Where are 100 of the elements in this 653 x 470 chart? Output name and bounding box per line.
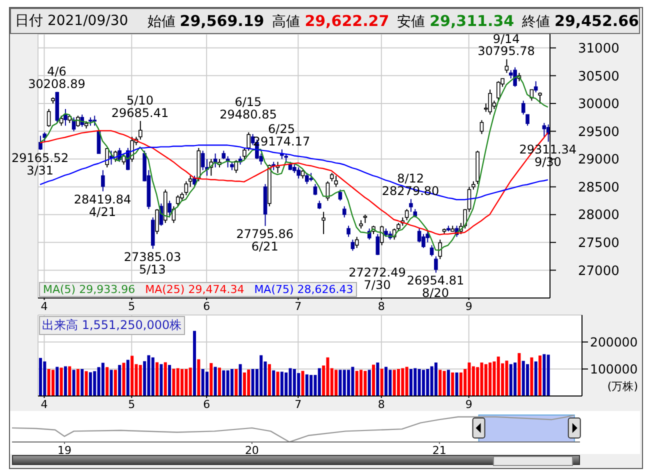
candlestick	[188, 175, 192, 188]
candlestick	[64, 108, 68, 126]
bar	[342, 370, 346, 396]
bar	[355, 370, 358, 396]
bar	[97, 367, 100, 396]
bar	[484, 364, 488, 396]
bar	[514, 362, 517, 396]
annotation: 9/14 30795.78	[478, 32, 535, 58]
bar	[101, 362, 104, 396]
bar	[542, 354, 546, 396]
candlestick	[168, 200, 172, 218]
bar	[93, 371, 96, 396]
candlestick	[350, 239, 355, 252]
bar	[47, 369, 50, 396]
bar	[488, 362, 492, 396]
bar	[164, 362, 167, 396]
bar	[218, 368, 221, 396]
bar	[84, 371, 88, 396]
candlestick	[488, 89, 492, 116]
candlestick	[305, 172, 309, 185]
candlestick	[296, 166, 300, 180]
candlestick	[480, 120, 484, 135]
bar	[122, 362, 126, 396]
bar	[351, 366, 354, 396]
annotation: 5/10 29685.41	[111, 93, 169, 120]
y-tick-label: 200000	[590, 334, 638, 350]
candlestick	[38, 135, 42, 150]
bar	[446, 370, 450, 396]
bar	[238, 364, 242, 396]
bar	[126, 360, 130, 396]
candlestick	[504, 58, 509, 74]
bar	[88, 372, 92, 396]
bar	[297, 373, 300, 396]
annotation: 27385.03 5/13	[124, 250, 182, 276]
bar	[156, 362, 159, 396]
bar	[334, 370, 338, 396]
bar	[505, 360, 508, 396]
bar	[401, 368, 404, 396]
bar	[168, 364, 172, 396]
bar	[409, 369, 412, 396]
bar	[39, 358, 42, 396]
candlestick	[376, 234, 380, 256]
bar	[210, 363, 213, 396]
bar	[280, 372, 284, 396]
candlestick	[176, 194, 180, 207]
y-tick-label: 28000	[578, 208, 620, 224]
annotation: 6/15 29480.85	[220, 94, 277, 122]
bar	[442, 370, 446, 396]
annotation: 4/6 30208.89	[28, 64, 86, 91]
bar	[272, 370, 276, 396]
bar	[118, 364, 122, 396]
text: 始値 29,569.19	[147, 12, 264, 30]
bar	[76, 369, 80, 396]
x-tick-label: 21	[432, 444, 446, 457]
bar	[242, 372, 246, 396]
bar	[72, 370, 76, 396]
bar	[268, 364, 271, 396]
bar	[147, 355, 150, 396]
text: 高値 29,622.27	[272, 12, 390, 30]
candlestick	[155, 208, 159, 235]
text: MA(25) 29,474.34	[145, 283, 244, 296]
bar	[455, 372, 458, 396]
bar	[396, 369, 400, 396]
bar	[110, 370, 113, 396]
candlestick	[322, 211, 326, 235]
bar	[151, 357, 154, 396]
chart-title: 日付 2021/09/30	[15, 12, 130, 30]
annotation: 26954.81 8/20	[406, 274, 464, 300]
bar	[451, 372, 454, 396]
y-tick-label: 100000	[590, 361, 638, 376]
bar	[430, 366, 434, 396]
x-tick-label: 20	[244, 444, 259, 457]
x-tick-label: 6	[203, 300, 210, 313]
y-tick-label: 30500	[578, 69, 620, 84]
bar	[193, 330, 196, 396]
bar	[43, 361, 46, 396]
bar	[56, 366, 59, 396]
bar	[310, 374, 313, 396]
x-tick-label: 4	[40, 398, 48, 411]
bar	[538, 356, 542, 396]
bar	[222, 370, 226, 396]
candlestick	[338, 189, 342, 202]
bar	[372, 364, 376, 396]
y-tick-label: 27500	[578, 236, 620, 252]
bar	[197, 359, 200, 396]
bar	[522, 360, 525, 396]
bar	[422, 370, 425, 396]
bar	[518, 353, 521, 396]
bar	[326, 357, 330, 396]
bar	[414, 368, 417, 396]
candlestick	[417, 228, 422, 243]
annotation: 29165.52 3/31	[11, 150, 69, 178]
candlestick	[213, 152, 218, 168]
bar	[251, 369, 254, 396]
x-tick-label: 7	[294, 300, 302, 313]
bar	[292, 369, 296, 396]
bar	[392, 370, 396, 396]
bar	[434, 362, 438, 396]
bar	[388, 370, 392, 396]
candlestick	[430, 244, 434, 257]
